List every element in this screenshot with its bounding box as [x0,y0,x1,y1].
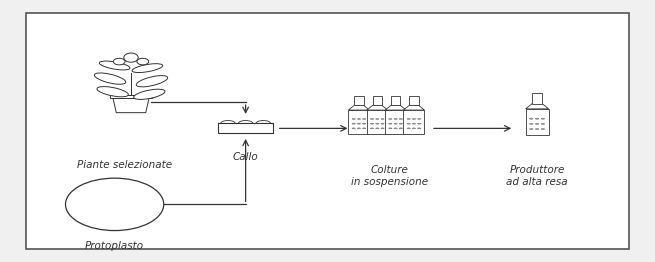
Ellipse shape [94,73,126,84]
Ellipse shape [381,123,384,124]
Ellipse shape [221,121,235,126]
Ellipse shape [113,58,125,65]
Ellipse shape [529,128,533,130]
Ellipse shape [541,123,545,124]
Ellipse shape [418,118,421,119]
Ellipse shape [358,128,361,129]
Bar [391,96,400,105]
Ellipse shape [134,89,165,100]
Ellipse shape [363,123,365,124]
Polygon shape [113,98,149,113]
Ellipse shape [389,123,392,124]
Ellipse shape [358,118,361,119]
Ellipse shape [375,128,379,129]
Ellipse shape [400,118,402,119]
Polygon shape [403,105,424,110]
Ellipse shape [97,86,128,97]
Ellipse shape [418,128,421,129]
Text: Produttore
ad alta resa: Produttore ad alta resa [506,165,568,187]
Bar [385,110,406,134]
Text: Colture
in sospensione: Colture in sospensione [351,165,428,187]
Ellipse shape [394,118,397,119]
Ellipse shape [413,118,415,119]
Ellipse shape [407,128,410,129]
Text: Piante selezionate: Piante selezionate [77,160,172,170]
Ellipse shape [389,118,392,119]
Polygon shape [367,105,388,110]
Bar [367,110,388,134]
Ellipse shape [370,128,373,129]
Ellipse shape [375,123,379,124]
Bar [255,123,272,127]
Bar [110,95,152,98]
Ellipse shape [529,118,533,119]
Bar [409,96,419,105]
Ellipse shape [370,123,373,124]
Ellipse shape [541,118,545,119]
Ellipse shape [394,128,397,129]
Ellipse shape [132,64,162,73]
Polygon shape [385,105,406,110]
Ellipse shape [124,53,138,62]
Ellipse shape [363,118,365,119]
Ellipse shape [381,118,384,119]
Bar [532,93,542,104]
Bar [348,110,369,134]
Ellipse shape [352,123,356,124]
Ellipse shape [413,123,415,124]
Ellipse shape [407,118,410,119]
Ellipse shape [541,128,545,130]
Ellipse shape [238,121,253,126]
Ellipse shape [535,128,539,130]
Ellipse shape [389,128,392,129]
Bar [217,123,274,133]
Bar [373,96,382,105]
Polygon shape [348,105,369,110]
Ellipse shape [137,58,149,65]
Ellipse shape [370,118,373,119]
Ellipse shape [375,118,379,119]
Ellipse shape [358,123,361,124]
Ellipse shape [407,123,410,124]
Ellipse shape [100,61,130,70]
Ellipse shape [535,123,539,124]
Ellipse shape [256,121,271,126]
Ellipse shape [66,178,164,231]
Ellipse shape [136,75,168,87]
Ellipse shape [418,123,421,124]
Ellipse shape [529,123,533,124]
Ellipse shape [363,128,365,129]
Ellipse shape [381,128,384,129]
Ellipse shape [413,128,415,129]
Ellipse shape [400,128,402,129]
Ellipse shape [535,118,539,119]
Ellipse shape [394,123,397,124]
Ellipse shape [352,118,356,119]
Bar [403,110,424,134]
Ellipse shape [400,123,402,124]
Text: Callo: Callo [233,152,259,162]
Bar [237,123,254,127]
Bar [354,96,364,105]
Text: Protoplasto: Protoplasto [85,241,144,251]
Bar [219,123,236,127]
Polygon shape [525,104,549,109]
Bar [525,109,549,135]
Ellipse shape [352,128,356,129]
